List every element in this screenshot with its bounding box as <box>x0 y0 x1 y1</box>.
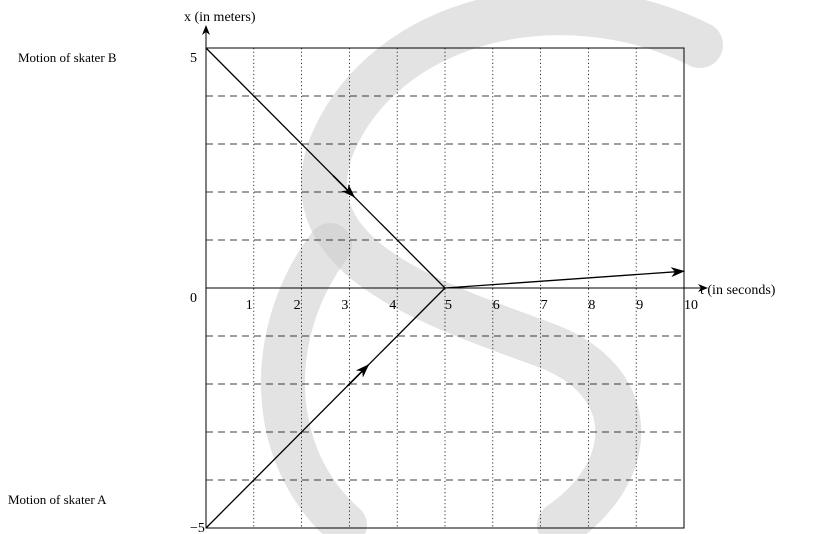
series-direction-arrow-2 <box>346 364 370 387</box>
y-axis-title: x (in meters) <box>184 10 256 25</box>
watermark-stroke-lower <box>260 223 367 534</box>
series-line-1 <box>205 47 446 289</box>
x-tick-label: 7 <box>541 298 548 313</box>
x-tick-label: 3 <box>341 298 348 313</box>
x-tick-label: 2 <box>294 298 301 313</box>
series-line-3 <box>444 267 685 289</box>
y-tick-label: −5 <box>190 521 205 534</box>
series-line-2 <box>205 287 446 529</box>
x-tick-label: 8 <box>588 298 595 313</box>
x-tick-label: 9 <box>636 298 643 313</box>
x-tick-label: 6 <box>493 298 500 313</box>
axes <box>202 25 708 528</box>
series-lines <box>205 47 685 529</box>
x-tick-label: 5 <box>445 298 452 313</box>
series-label-skater-a: Motion of skater A <box>8 492 107 507</box>
tick-labels: 1 2 3 4 5 6 7 8 9 10 5 0 −5 <box>190 51 698 534</box>
watermark <box>260 0 723 534</box>
x-axis-title: t (in seconds) <box>700 283 776 298</box>
watermark-stroke-upper <box>301 0 723 534</box>
series-label-skater-b: Motion of skater B <box>18 50 117 65</box>
x-tick-label: 4 <box>389 298 396 313</box>
series-direction-arrow-1 <box>332 174 355 198</box>
y-tick-label: 5 <box>190 51 197 66</box>
y-tick-label: 0 <box>190 291 197 306</box>
grid <box>206 48 684 528</box>
x-tick-label: 1 <box>246 298 253 313</box>
x-tick-label: 10 <box>684 298 698 313</box>
